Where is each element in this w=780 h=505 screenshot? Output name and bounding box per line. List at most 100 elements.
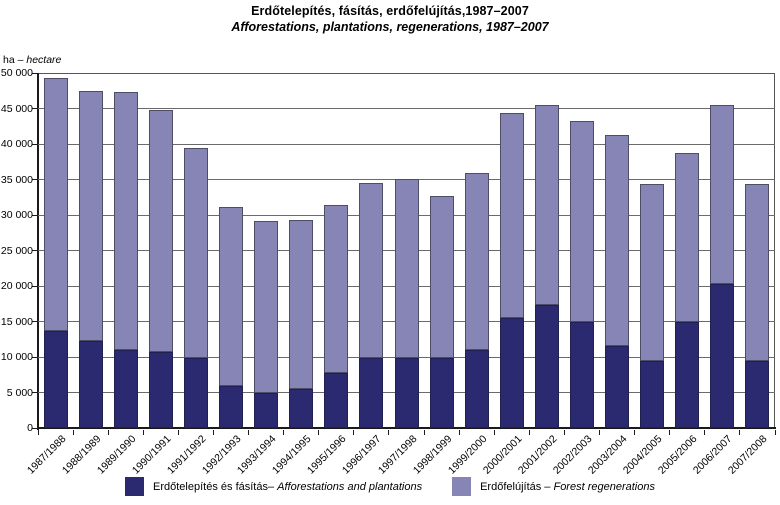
y-axis-tick-label: 10 000 [0,351,33,363]
x-axis-tick [563,430,565,435]
y-axis-tick-label: 50 000 [0,67,33,79]
bar-segment-afforestation [43,330,68,428]
bar-segment-afforestation [359,358,384,428]
bar-segment-regeneration [394,178,419,358]
unit-prefix: ha – [3,54,27,66]
bar-segment-afforestation [534,305,559,428]
chart-subtitle: Afforestations, plantations, regeneratio… [231,20,549,34]
y-axis-tick-label: 30 000 [0,209,33,221]
y-axis-tick-label: 45 000 [0,102,33,115]
legend-swatch-regeneration [452,477,472,496]
bar-segment-regeneration [43,77,68,331]
y-axis-line [37,73,39,430]
y-axis-tick-label: 20 000 [0,280,33,292]
plot-top-border [38,73,775,74]
x-axis-tick [599,430,601,435]
bar-segment-afforestation [219,386,244,428]
bar-segment-regeneration [219,207,244,387]
x-axis-tick [774,430,776,435]
legend-label-en: Forest regenerations [553,480,655,493]
bar-segment-afforestation [429,358,454,428]
legend-label-regeneration: Erdőfelújítás – Forest regenerations [480,481,655,493]
bar-segment-afforestation [394,357,419,428]
plot-area [32,72,776,435]
bar-segment-regeneration [710,104,735,284]
y-axis-tick-label: 0 [27,422,33,434]
bar-segment-regeneration [183,148,208,358]
y-axis-unit-label: ha – hectare [3,54,61,66]
x-axis-tick [528,430,530,435]
y-axis-tick [32,143,37,145]
x-axis-tick [423,430,425,435]
y-axis-tick [32,214,37,216]
bar-segment-afforestation [324,372,349,428]
bar-segment-regeneration [605,134,630,346]
legend-swatch-afforestation [125,477,145,496]
bar-segment-afforestation [78,341,103,428]
bar-segment-regeneration [569,121,594,322]
y-axis-tick-label: 15 000 [0,315,33,328]
x-axis-tick [739,430,741,435]
y-axis-tick-label: 25 000 [0,244,33,257]
bar-segment-afforestation [148,352,173,428]
x-axis-tick [388,430,390,435]
legend-label-hu: Erdőfelújítás – [480,480,554,493]
x-axis-tick [318,430,320,435]
bar-segment-afforestation [464,349,489,428]
x-axis-tick [107,430,109,435]
x-axis-tick [142,430,144,435]
x-axis-tick [493,430,495,435]
legend-item-regeneration: Erdőfelújítás – Forest regenerations [452,477,655,496]
bar-segment-regeneration [359,183,384,359]
bar-segment-regeneration [464,173,489,350]
y-axis-tick [32,321,37,322]
bar-segment-afforestation [254,393,279,428]
gridline [38,108,775,109]
legend-label-en: Afforestations and plantations [277,480,423,493]
bar-segment-afforestation [183,357,208,428]
unit-italic: hectare [26,54,62,66]
bar-segment-regeneration [289,219,314,389]
x-axis-tick [704,430,706,435]
x-axis-tick [458,430,460,435]
x-axis-tick [72,430,74,435]
gridline [38,143,775,145]
y-axis-tick [32,392,37,393]
bar-segment-regeneration [640,184,665,361]
y-axis-tick [32,427,37,429]
bar-segment-regeneration [675,152,700,322]
bar-segment-regeneration [534,104,559,306]
bar-segment-afforestation [640,360,665,428]
bar-segment-afforestation [289,388,314,428]
legend: Erdőtelepítés és fásítás– Afforestations… [0,477,780,496]
x-axis-tick [634,430,636,435]
legend-item-afforestation: Erdőtelepítés és fásítás– Afforestations… [125,477,422,496]
bar-segment-afforestation [675,321,700,428]
x-axis-tick [353,430,355,435]
y-axis-tick [32,179,37,180]
y-axis-tick-label: 35 000 [0,173,33,186]
y-axis-tick [32,72,37,74]
legend-label-afforestation: Erdőtelepítés és fásítás– Afforestations… [153,481,422,493]
y-axis-tick-label: 5 000 [6,386,33,399]
y-axis-tick-label: 40 000 [0,138,33,150]
bar-segment-regeneration [113,92,138,350]
y-axis-tick [32,108,37,109]
bar-segment-regeneration [254,220,279,394]
y-axis-tick [32,356,37,358]
bar-segment-regeneration [745,184,770,361]
x-axis-tick [248,430,250,435]
bar-segment-regeneration [148,109,173,353]
x-axis-tick [283,430,285,435]
x-axis-line [37,427,776,429]
legend-label-hu: Erdőtelepítés és fásítás– [153,480,278,493]
bar-segment-afforestation [745,360,770,428]
bar-segment-afforestation [710,283,735,428]
bar-segment-regeneration [78,91,103,342]
bar-segment-afforestation [113,349,138,428]
bar-segment-afforestation [499,317,524,428]
bar-segment-regeneration [499,113,524,318]
bar-segment-regeneration [429,195,454,359]
y-axis-tick [32,285,37,287]
